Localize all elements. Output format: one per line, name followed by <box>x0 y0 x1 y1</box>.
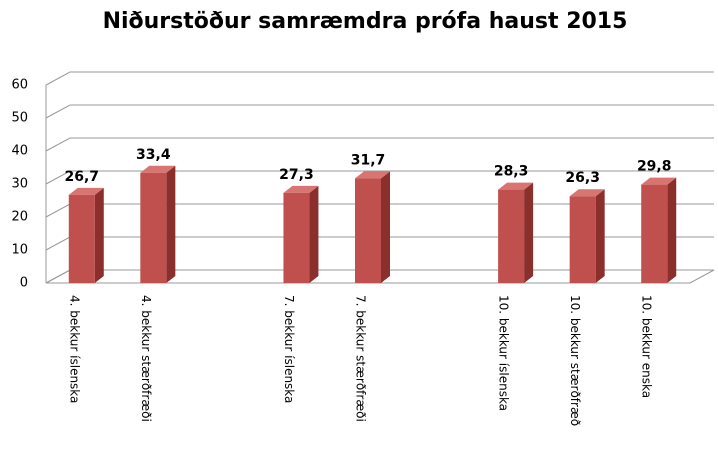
grid-line <box>45 71 714 86</box>
x-tick-label: 7. bekkur stærðfræði <box>354 295 368 422</box>
bar-face <box>140 172 167 283</box>
bar-face <box>283 185 319 193</box>
bar-face <box>68 194 95 283</box>
y-tick-label: 20 <box>11 210 28 225</box>
y-tick-label: 30 <box>11 177 28 192</box>
x-tick-label: 4. bekkur stærðfræði <box>139 295 153 422</box>
bar <box>498 182 534 283</box>
grid-line <box>45 170 714 185</box>
x-tick-label: 4. bekkur íslenska <box>67 295 81 403</box>
x-tick-label: 10. bekkur stærðfræð <box>568 295 582 426</box>
bar-face <box>498 182 534 190</box>
x-tick-label: 10. bekkur enska <box>640 295 654 398</box>
bar-face <box>68 187 104 195</box>
bar <box>140 165 176 283</box>
bar-face <box>94 187 104 283</box>
bar-face <box>283 192 310 283</box>
bar-face <box>569 189 605 197</box>
value-label: 26,3 <box>565 170 600 186</box>
grid-line <box>45 104 714 119</box>
bar-face <box>667 177 677 283</box>
bar-face <box>309 185 319 283</box>
y-tick-label: 40 <box>11 144 28 159</box>
bar-face <box>166 165 176 283</box>
x-tick-label: 10. bekkur íslenska <box>497 295 511 411</box>
bar <box>641 177 677 283</box>
bar-face <box>524 182 534 283</box>
bar-face <box>355 171 390 179</box>
bar-face <box>641 184 668 283</box>
bar-face <box>140 165 176 173</box>
y-tick-label: 60 <box>11 78 28 93</box>
bar-face <box>595 189 605 283</box>
bar-face <box>381 171 390 283</box>
y-tick-label: 0 <box>20 276 28 291</box>
bar-face <box>498 189 525 283</box>
value-label: 26,7 <box>65 169 100 185</box>
grid-line <box>45 137 714 152</box>
bar <box>355 171 390 283</box>
chart-title: Niðurstöður samræmdra prófa haust 2015 <box>103 9 628 34</box>
value-label: 28,3 <box>494 164 529 180</box>
bar <box>68 187 104 283</box>
bar-face <box>641 177 677 185</box>
value-label: 27,3 <box>279 167 314 183</box>
bar <box>283 185 319 283</box>
bar-face <box>569 196 596 283</box>
value-label: 33,4 <box>136 147 171 163</box>
y-tick-label: 10 <box>11 243 28 258</box>
value-label: 29,8 <box>637 159 672 175</box>
x-tick-label: 7. bekkur íslenska <box>282 295 296 403</box>
bar-face <box>355 178 381 283</box>
y-tick-label: 50 <box>11 111 28 126</box>
value-label: 31,7 <box>351 152 386 168</box>
bar <box>569 189 605 283</box>
